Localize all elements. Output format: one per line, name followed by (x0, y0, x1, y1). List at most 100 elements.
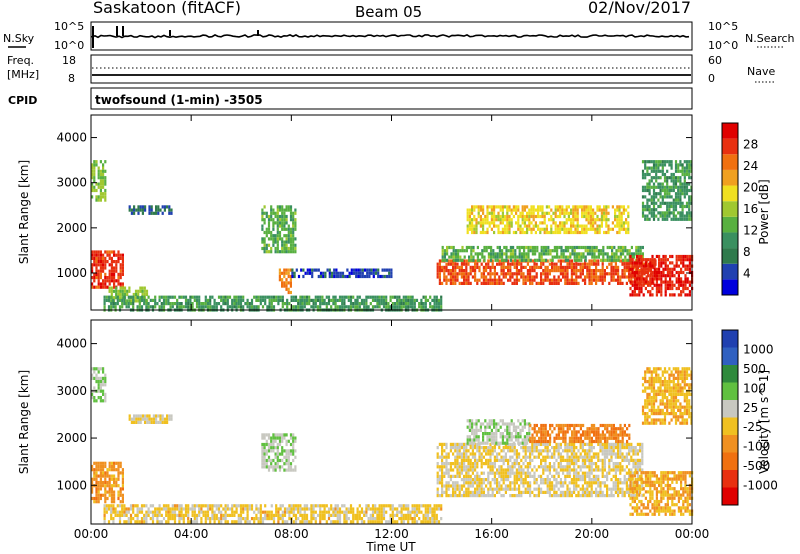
data-cell (369, 295, 372, 299)
data-cell (242, 305, 245, 309)
data-cell (390, 271, 393, 275)
data-cell (504, 455, 507, 459)
data-cell (441, 281, 444, 285)
data-cell (393, 302, 397, 306)
data-cell (102, 493, 105, 497)
data-cell (133, 208, 136, 212)
data-cell (646, 188, 649, 193)
data-cell (616, 218, 619, 222)
data-cell (666, 204, 669, 209)
data-cell (97, 461, 100, 465)
data-cell (380, 302, 383, 306)
data-cell (441, 249, 444, 253)
data-cell (289, 246, 293, 251)
data-cell (173, 510, 177, 514)
data-cell (224, 295, 227, 299)
data-cell (319, 295, 322, 299)
data-cell (409, 295, 412, 299)
data-cell (93, 471, 96, 475)
data-cell (471, 221, 474, 225)
data-cell (447, 471, 450, 475)
data-cell (239, 305, 243, 309)
data-cell (209, 305, 212, 309)
data-cell (568, 442, 571, 446)
data-cell (638, 270, 641, 275)
data-cell (93, 172, 96, 177)
data-cell (511, 446, 514, 450)
data-cell (555, 478, 558, 482)
data-cell (270, 513, 273, 517)
data-cell (281, 449, 284, 453)
data-cell (454, 455, 457, 459)
data-cell (263, 221, 266, 225)
data-cell (625, 230, 628, 235)
data-cell (557, 446, 560, 450)
data-cell (530, 221, 533, 225)
data-cell (332, 507, 335, 511)
data-cell (289, 290, 292, 295)
data-cell (644, 163, 647, 167)
data-cell (587, 214, 590, 219)
data-cell (454, 442, 457, 446)
data-cell (102, 169, 105, 173)
data-cell (391, 504, 394, 508)
data-cell (509, 255, 512, 259)
data-cell (443, 442, 446, 446)
data-cell (449, 484, 452, 488)
data-cell (523, 218, 526, 222)
data-cell (294, 237, 297, 241)
data-cell (672, 198, 675, 202)
data-cell (316, 295, 320, 299)
data-cell (449, 468, 452, 472)
data-cell (104, 279, 107, 283)
data-cell (564, 446, 567, 450)
data-cell (523, 205, 526, 209)
data-cell (226, 295, 229, 299)
data-cell (553, 269, 556, 273)
data-cell (112, 296, 116, 300)
data-cell (278, 268, 281, 272)
data-cell (592, 262, 595, 266)
data-cell (507, 446, 510, 450)
data-cell (393, 513, 397, 517)
data-cell (224, 513, 227, 517)
data-cell (250, 517, 254, 521)
data-cell (259, 507, 262, 511)
data-cell (503, 258, 506, 262)
data-cell (620, 224, 623, 228)
data-cell (537, 442, 540, 446)
data-cell (248, 504, 251, 508)
data-cell (200, 517, 203, 521)
data-cell (263, 462, 266, 466)
data-cell (162, 305, 166, 309)
data-cell (426, 504, 430, 508)
data-cell (585, 208, 588, 212)
data-cell (456, 449, 459, 453)
data-cell (117, 279, 120, 283)
data-cell (103, 517, 106, 521)
data-cell (504, 474, 507, 478)
data-cell (287, 268, 290, 272)
data-cell (564, 468, 567, 472)
data-cell (117, 484, 120, 488)
data-cell (570, 227, 573, 231)
data-cell (113, 282, 116, 286)
data-cell (268, 513, 271, 517)
data-cell (151, 504, 155, 508)
data-cell (586, 265, 589, 269)
data-cell (686, 280, 689, 284)
data-cell (663, 211, 667, 215)
data-cell (476, 474, 479, 478)
data-cell (513, 481, 516, 485)
data-cell (639, 269, 642, 273)
data-cell (116, 298, 119, 302)
data-cell (137, 211, 140, 215)
data-cell (557, 487, 560, 491)
data-cell (387, 302, 390, 306)
data-cell (389, 517, 392, 521)
data-cell (554, 221, 557, 225)
data-cell (128, 417, 131, 421)
data-cell (490, 214, 493, 219)
data-cell (488, 224, 491, 228)
data-cell (668, 201, 671, 205)
